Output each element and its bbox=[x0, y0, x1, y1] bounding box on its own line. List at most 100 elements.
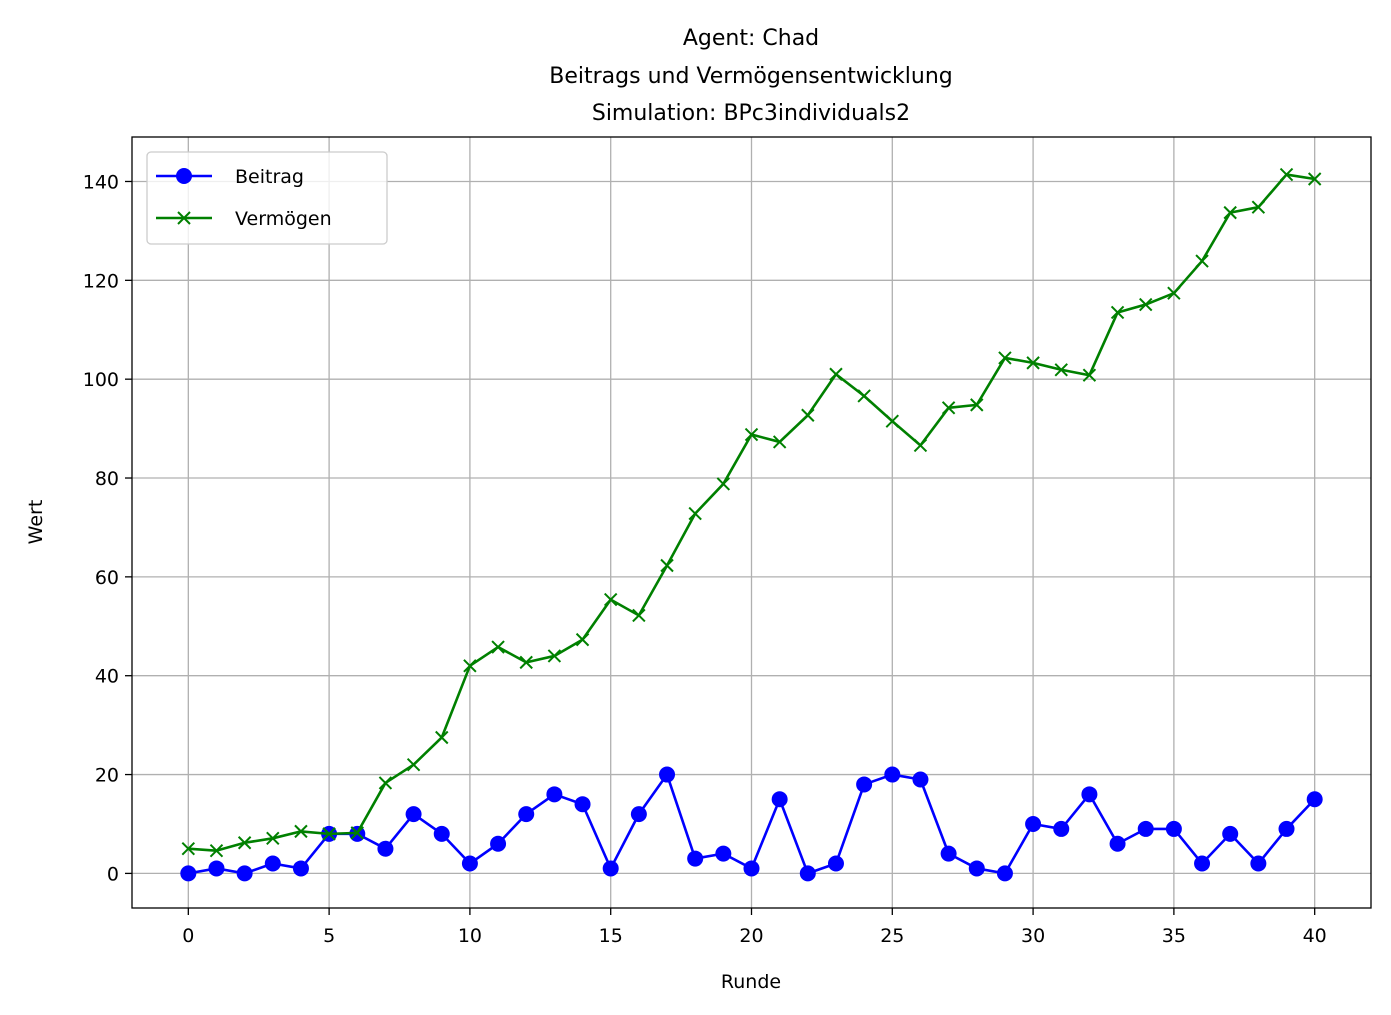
data-point-verm-gen bbox=[1139, 297, 1153, 312]
data-point-beitrag bbox=[292, 860, 309, 877]
data-point-beitrag bbox=[490, 835, 507, 852]
data-point-beitrag bbox=[884, 766, 901, 783]
series-verm-gen bbox=[181, 167, 1322, 858]
data-point-beitrag bbox=[1194, 855, 1211, 872]
data-point-beitrag bbox=[602, 860, 619, 877]
data-point-beitrag bbox=[546, 786, 563, 803]
data-point-verm-gen bbox=[1082, 368, 1097, 382]
data-point-verm-gen bbox=[491, 640, 505, 654]
data-point-verm-gen bbox=[547, 649, 562, 663]
title-line-1: Agent: Chad bbox=[683, 26, 819, 51]
y-tick-label: 80 bbox=[95, 468, 119, 490]
y-tick-label: 60 bbox=[95, 567, 119, 589]
y-tick-label: 120 bbox=[83, 270, 119, 292]
data-point-beitrag bbox=[377, 840, 394, 857]
data-point-verm-gen bbox=[1307, 172, 1322, 186]
data-point-verm-gen bbox=[1054, 363, 1068, 377]
legend-marker bbox=[176, 168, 192, 184]
legend-marker bbox=[177, 211, 191, 225]
data-point-verm-gen bbox=[378, 776, 393, 790]
data-point-beitrag bbox=[264, 855, 281, 872]
data-point-verm-gen bbox=[885, 414, 900, 428]
data-point-verm-gen bbox=[1279, 167, 1294, 182]
data-point-beitrag bbox=[1222, 825, 1239, 842]
x-tick-label: 5 bbox=[323, 925, 335, 947]
data-point-verm-gen bbox=[970, 398, 984, 412]
data-point-beitrag bbox=[461, 855, 478, 872]
data-point-beitrag bbox=[1137, 820, 1154, 837]
data-point-beitrag bbox=[912, 771, 929, 788]
data-point-beitrag bbox=[433, 825, 450, 842]
data-point-verm-gen bbox=[716, 477, 731, 491]
data-point-verm-gen bbox=[632, 608, 646, 623]
data-point-verm-gen bbox=[519, 655, 533, 670]
data-point-beitrag bbox=[236, 865, 253, 882]
x-tick-label: 15 bbox=[599, 925, 623, 947]
y-tick-label: 20 bbox=[95, 765, 119, 787]
x-tick-label: 40 bbox=[1303, 925, 1327, 947]
data-point-beitrag bbox=[996, 865, 1013, 882]
data-point-beitrag bbox=[771, 791, 788, 808]
data-point-beitrag bbox=[180, 865, 197, 882]
x-axis-ticks: 0 5 10 15 20 25 30 35 40 bbox=[182, 908, 1327, 947]
data-point-beitrag bbox=[1278, 820, 1295, 837]
legend: Beitrag Vermögen bbox=[146, 151, 388, 245]
data-point-beitrag bbox=[208, 860, 225, 877]
y-tick-label: 140 bbox=[83, 171, 119, 193]
data-point-verm-gen bbox=[1251, 200, 1266, 214]
data-point-verm-gen bbox=[913, 438, 928, 453]
data-point-beitrag bbox=[968, 860, 985, 877]
data-point-verm-gen bbox=[1223, 205, 1237, 220]
x-tick-label: 25 bbox=[880, 925, 904, 947]
y-tick-label: 100 bbox=[83, 369, 119, 391]
data-point-verm-gen bbox=[744, 427, 759, 442]
legend-entries: Beitrag Vermögen bbox=[156, 166, 332, 230]
data-point-beitrag bbox=[827, 855, 844, 872]
data-point-verm-gen bbox=[322, 827, 336, 841]
data-point-verm-gen bbox=[829, 367, 843, 381]
data-point-verm-gen bbox=[181, 841, 196, 856]
data-point-verm-gen bbox=[1110, 305, 1125, 320]
series-beitrag bbox=[180, 766, 1323, 882]
data-point-verm-gen bbox=[857, 389, 871, 403]
data-point-verm-gen bbox=[801, 408, 815, 422]
x-tick-label: 35 bbox=[1162, 925, 1186, 947]
data-point-verm-gen bbox=[406, 757, 421, 772]
legend-label: Vermögen bbox=[235, 208, 332, 230]
y-tick-label: 40 bbox=[95, 666, 119, 688]
data-point-verm-gen bbox=[660, 558, 674, 573]
data-point-verm-gen bbox=[237, 836, 252, 850]
data-point-verm-gen bbox=[1195, 254, 1209, 268]
data-point-beitrag bbox=[659, 766, 676, 783]
data-point-beitrag bbox=[743, 860, 760, 877]
y-axis-ticks: 0 20 40 60 80 100 120 140 bbox=[83, 171, 132, 885]
chart-title: Agent: Chad Beitrags und Vermögensentwic… bbox=[549, 26, 953, 126]
data-point-beitrag bbox=[856, 776, 873, 793]
data-point-verm-gen bbox=[1026, 356, 1040, 370]
data-point-beitrag bbox=[1081, 786, 1098, 803]
data-point-beitrag bbox=[574, 796, 591, 813]
data-point-beitrag bbox=[630, 806, 647, 823]
data-point-verm-gen bbox=[294, 824, 308, 839]
title-line-3: Simulation: BPc3individuals2 bbox=[592, 101, 910, 126]
data-point-verm-gen bbox=[350, 826, 364, 840]
data-point-verm-gen bbox=[603, 592, 618, 607]
data-point-verm-gen bbox=[941, 401, 956, 415]
grid bbox=[132, 137, 1371, 908]
x-tick-label: 30 bbox=[1021, 925, 1045, 947]
legend-label: Beitrag bbox=[235, 166, 304, 188]
data-point-beitrag bbox=[1250, 855, 1267, 872]
data-point-verm-gen bbox=[209, 843, 224, 858]
x-tick-label: 0 bbox=[182, 925, 194, 947]
data-point-beitrag bbox=[715, 845, 732, 862]
title-line-2: Beitrags und Vermögensentwicklung bbox=[549, 64, 953, 89]
x-axis-label: Runde bbox=[721, 971, 781, 993]
data-point-verm-gen bbox=[575, 632, 590, 647]
data-point-verm-gen bbox=[772, 435, 787, 449]
data-point-verm-gen bbox=[1167, 286, 1181, 300]
data-point-beitrag bbox=[1053, 820, 1070, 837]
data-point-verm-gen bbox=[435, 730, 449, 745]
data-point-beitrag bbox=[687, 850, 704, 867]
data-point-verm-gen bbox=[266, 831, 280, 846]
data-point-beitrag bbox=[799, 865, 816, 882]
